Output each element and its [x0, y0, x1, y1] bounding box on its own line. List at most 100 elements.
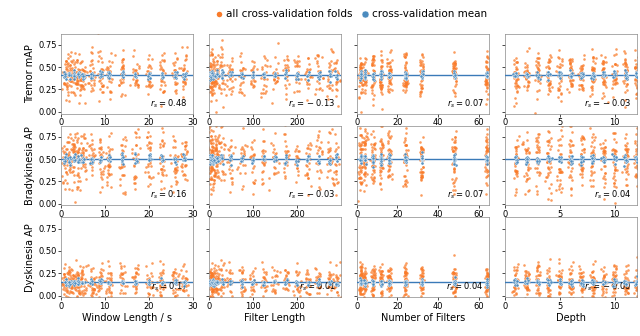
Point — [534, 290, 544, 295]
Point — [483, 74, 493, 80]
Point — [208, 74, 218, 80]
Point — [543, 276, 554, 281]
Point — [367, 75, 378, 80]
Point — [131, 158, 141, 163]
Point — [207, 78, 217, 83]
Point — [332, 277, 342, 282]
Point — [207, 71, 218, 76]
Point — [359, 139, 369, 145]
Point — [523, 278, 533, 284]
Point — [620, 104, 630, 110]
Point — [481, 65, 491, 70]
Point — [565, 296, 575, 301]
Point — [399, 135, 410, 140]
Point — [384, 154, 394, 159]
Point — [402, 71, 412, 76]
Point — [450, 83, 460, 88]
Point — [144, 281, 154, 287]
Point — [360, 288, 370, 293]
Point — [97, 260, 107, 266]
Point — [533, 68, 543, 74]
Point — [621, 280, 631, 285]
Point — [209, 173, 220, 179]
Point — [269, 280, 280, 285]
Point — [209, 62, 220, 67]
Point — [66, 49, 76, 54]
Point — [64, 167, 74, 172]
Point — [206, 272, 216, 278]
Point — [399, 139, 409, 144]
Point — [566, 186, 577, 191]
Point — [356, 267, 366, 272]
Point — [449, 74, 460, 79]
Point — [71, 69, 81, 75]
Point — [368, 77, 378, 82]
Point — [205, 73, 215, 78]
Point — [214, 65, 225, 70]
Point — [209, 302, 220, 307]
Point — [565, 280, 575, 285]
Point — [293, 155, 303, 160]
Point — [449, 144, 459, 150]
Point — [417, 284, 427, 289]
Point — [534, 281, 544, 287]
Point — [587, 278, 597, 283]
Point — [235, 53, 245, 59]
Point — [509, 75, 519, 81]
Point — [240, 286, 250, 291]
Point — [621, 147, 631, 152]
Point — [630, 157, 640, 162]
Point — [520, 278, 531, 283]
Point — [398, 87, 408, 93]
Text: $r_s = 0.07$: $r_s = 0.07$ — [447, 189, 484, 202]
Point — [368, 59, 378, 65]
Point — [305, 278, 315, 284]
Point — [481, 192, 491, 197]
Point — [86, 267, 97, 272]
Point — [523, 72, 533, 78]
Point — [80, 169, 90, 174]
Point — [207, 75, 217, 80]
Point — [118, 72, 128, 77]
Point — [418, 54, 428, 59]
Point — [131, 174, 141, 179]
Point — [282, 77, 292, 82]
Point — [588, 279, 598, 284]
Point — [332, 275, 342, 280]
Point — [376, 268, 387, 274]
Point — [368, 279, 378, 284]
Point — [621, 163, 632, 169]
Point — [206, 155, 216, 160]
Point — [451, 285, 461, 291]
Point — [225, 281, 235, 286]
Point — [216, 177, 226, 183]
Point — [212, 281, 223, 286]
Point — [400, 82, 410, 88]
Point — [65, 281, 75, 287]
Point — [59, 73, 69, 78]
Point — [598, 148, 609, 154]
Point — [619, 286, 629, 291]
Point — [212, 71, 222, 76]
Point — [170, 71, 180, 76]
Point — [260, 62, 270, 68]
Point — [225, 175, 236, 180]
Point — [76, 281, 86, 286]
Point — [214, 140, 225, 145]
Point — [116, 142, 126, 148]
Point — [621, 283, 631, 289]
Point — [385, 280, 395, 285]
Point — [483, 70, 493, 76]
Point — [609, 286, 620, 291]
Point — [218, 161, 228, 167]
Point — [87, 147, 97, 152]
Point — [531, 157, 541, 162]
Point — [168, 277, 179, 282]
Point — [598, 176, 608, 181]
Point — [292, 260, 302, 266]
Point — [376, 278, 387, 284]
Point — [368, 120, 378, 126]
Point — [143, 78, 154, 83]
Point — [76, 84, 86, 89]
Point — [208, 285, 218, 291]
